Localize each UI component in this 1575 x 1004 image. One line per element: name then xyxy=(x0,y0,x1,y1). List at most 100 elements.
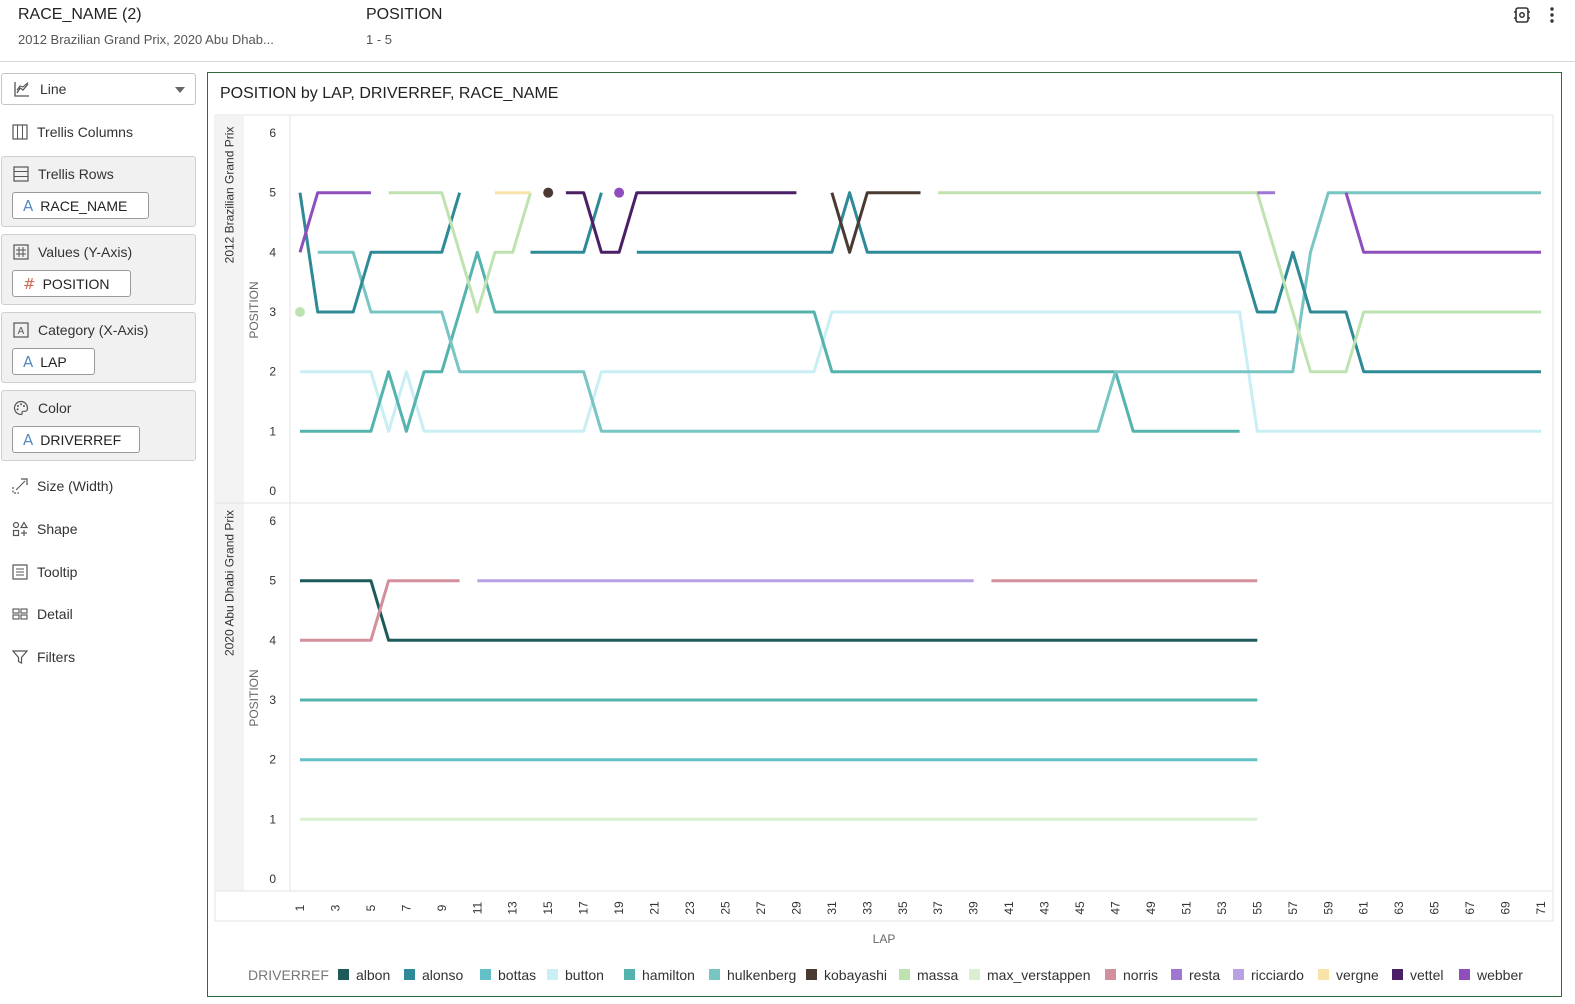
y-tick-label: 0 xyxy=(269,484,276,498)
filter-value: 2012 Brazilian Grand Prix, 2020 Abu Dhab… xyxy=(18,32,274,47)
x-tick-label: 35 xyxy=(896,901,910,915)
row-header-label: 2012 Brazilian Grand Prix xyxy=(223,127,237,264)
chart-frame xyxy=(214,114,1554,922)
y-tick-label: 4 xyxy=(269,633,276,647)
palette-icon xyxy=(13,400,29,416)
viz-type-select[interactable]: Line xyxy=(1,73,196,105)
x-tick-label: 19 xyxy=(612,901,626,915)
series-line-alonso xyxy=(298,192,462,314)
legend-swatch-kobayashi xyxy=(806,969,817,980)
row-header-strip xyxy=(215,503,244,891)
hash-grid-icon xyxy=(13,244,29,260)
attribute-type-icon: A xyxy=(23,352,34,371)
shape-icon xyxy=(12,521,29,537)
measure-type-icon: # xyxy=(23,274,36,293)
series-line-norris xyxy=(300,579,460,642)
x-tick-label: 71 xyxy=(1534,901,1548,915)
x-tick-label: 9 xyxy=(435,904,449,911)
chart-title: POSITION by LAP, DRIVERREF, RACE_NAME xyxy=(220,85,559,102)
series-line-webber xyxy=(1344,192,1541,254)
race-name-pill[interactable]: A RACE_NAME xyxy=(12,192,149,219)
x-tick-label: 3 xyxy=(328,904,342,911)
x-tick-label: 17 xyxy=(577,901,591,915)
trellis-columns-dropzone[interactable]: Trellis Columns xyxy=(12,124,133,140)
lap-pill[interactable]: A LAP xyxy=(12,348,95,375)
line-chart-icon xyxy=(14,81,30,97)
pill-label: POSITION xyxy=(42,275,110,292)
legend-label-kobayashi: kobayashi xyxy=(824,967,887,983)
color-dropzone[interactable]: Color A DRIVERREF xyxy=(1,390,196,461)
x-tick-label: 67 xyxy=(1463,901,1477,915)
category-dropzone[interactable]: A Category (X-Axis) A LAP xyxy=(1,312,196,383)
attribute-type-icon: A xyxy=(23,196,34,215)
x-tick-label: 51 xyxy=(1179,901,1193,915)
y-tick-label: 3 xyxy=(269,693,276,707)
values-dropzone[interactable]: Values (Y-Axis) # POSITION xyxy=(1,234,196,305)
chart-card[interactable]: POSITION by LAP, DRIVERREF, RACE_NAME 20… xyxy=(207,72,1562,997)
series-point-kobayashi xyxy=(543,187,554,198)
legend-label-vergne: vergne xyxy=(1336,967,1379,983)
filters-label: Filters xyxy=(37,649,76,665)
filters-dropzone[interactable]: Filters xyxy=(11,649,76,665)
legend-swatch-alonso xyxy=(404,969,415,980)
filter-race-name[interactable]: RACE_NAME (2) 2012 Brazilian Grand Prix,… xyxy=(18,6,308,47)
series-line-alonso xyxy=(530,192,603,254)
x-tick-label: 59 xyxy=(1321,901,1335,915)
position-pill[interactable]: # POSITION xyxy=(12,270,131,297)
legend-swatch-ricciardo xyxy=(1233,969,1244,980)
filter-title: RACE_NAME (2) xyxy=(18,6,142,23)
attribute-box-icon: A xyxy=(13,322,29,338)
x-tick-label: 21 xyxy=(648,901,662,915)
legend-label-ricciardo: ricciardo xyxy=(1251,967,1304,983)
x-tick-label: 43 xyxy=(1038,901,1052,915)
series-point-massa xyxy=(295,307,305,317)
pill-label: RACE_NAME xyxy=(40,197,128,214)
x-tick-label: 5 xyxy=(364,904,378,911)
settings-icon[interactable] xyxy=(1513,6,1531,24)
tooltip-dropzone[interactable]: Tooltip xyxy=(12,564,77,580)
x-tick-label: 25 xyxy=(718,901,732,915)
x-tick-label: 55 xyxy=(1250,901,1264,915)
y-tick-label: 3 xyxy=(269,305,276,319)
detail-label: Detail xyxy=(37,606,73,622)
x-tick-label: 39 xyxy=(967,901,981,915)
legend-swatch-resta xyxy=(1171,969,1182,980)
x-tick-label: 27 xyxy=(754,901,768,915)
legend-swatch-hulkenberg xyxy=(709,969,720,980)
x-tick-label: 1 xyxy=(293,904,307,911)
legend-label-max_verstappen: max_verstappen xyxy=(987,967,1091,983)
more-vertical-icon[interactable] xyxy=(1543,6,1561,24)
series-line-alonso xyxy=(636,191,1541,374)
legend-swatch-hamilton xyxy=(624,969,635,980)
legend-label-alonso: alonso xyxy=(422,967,463,983)
size-width-icon xyxy=(12,478,28,494)
y-tick-label: 6 xyxy=(269,126,276,140)
line-chart[interactable]: 2012 Brazilian Grand PrixPOSITION0123456… xyxy=(208,73,1561,996)
y-tick-label: 1 xyxy=(269,424,276,438)
filter-title: POSITION xyxy=(366,6,443,23)
legend-label-button: button xyxy=(565,967,604,983)
legend-label-hulkenberg: hulkenberg xyxy=(727,967,796,983)
trellis-rows-dropzone[interactable]: Trellis Rows A RACE_NAME xyxy=(1,156,196,227)
detail-dropzone[interactable]: Detail xyxy=(12,606,73,622)
columns-icon xyxy=(12,124,28,140)
x-tick-label: 47 xyxy=(1109,901,1123,915)
series-line-hamilton xyxy=(300,250,1240,433)
size-dropzone[interactable]: Size (Width) xyxy=(12,478,113,494)
attribute-type-icon: A xyxy=(23,430,34,449)
x-tick-label: 7 xyxy=(399,904,413,911)
shape-dropzone[interactable]: Shape xyxy=(12,521,77,537)
legend-swatch-max_verstappen xyxy=(969,969,980,980)
color-label: Color xyxy=(38,400,72,416)
driverref-pill[interactable]: A DRIVERREF xyxy=(12,426,140,453)
legend-swatch-vergne xyxy=(1318,969,1329,980)
y-tick-label: 2 xyxy=(269,753,276,767)
x-tick-label: 63 xyxy=(1392,901,1406,915)
x-tick-label: 13 xyxy=(506,901,520,915)
y-tick-label: 5 xyxy=(269,574,276,588)
legend-label-albon: albon xyxy=(356,967,390,983)
filter-position[interactable]: POSITION 1 - 5 xyxy=(366,6,442,47)
trellis-rows-label: Trellis Rows xyxy=(38,166,114,182)
row-header-strip xyxy=(215,115,244,503)
y-tick-label: 1 xyxy=(269,812,276,826)
